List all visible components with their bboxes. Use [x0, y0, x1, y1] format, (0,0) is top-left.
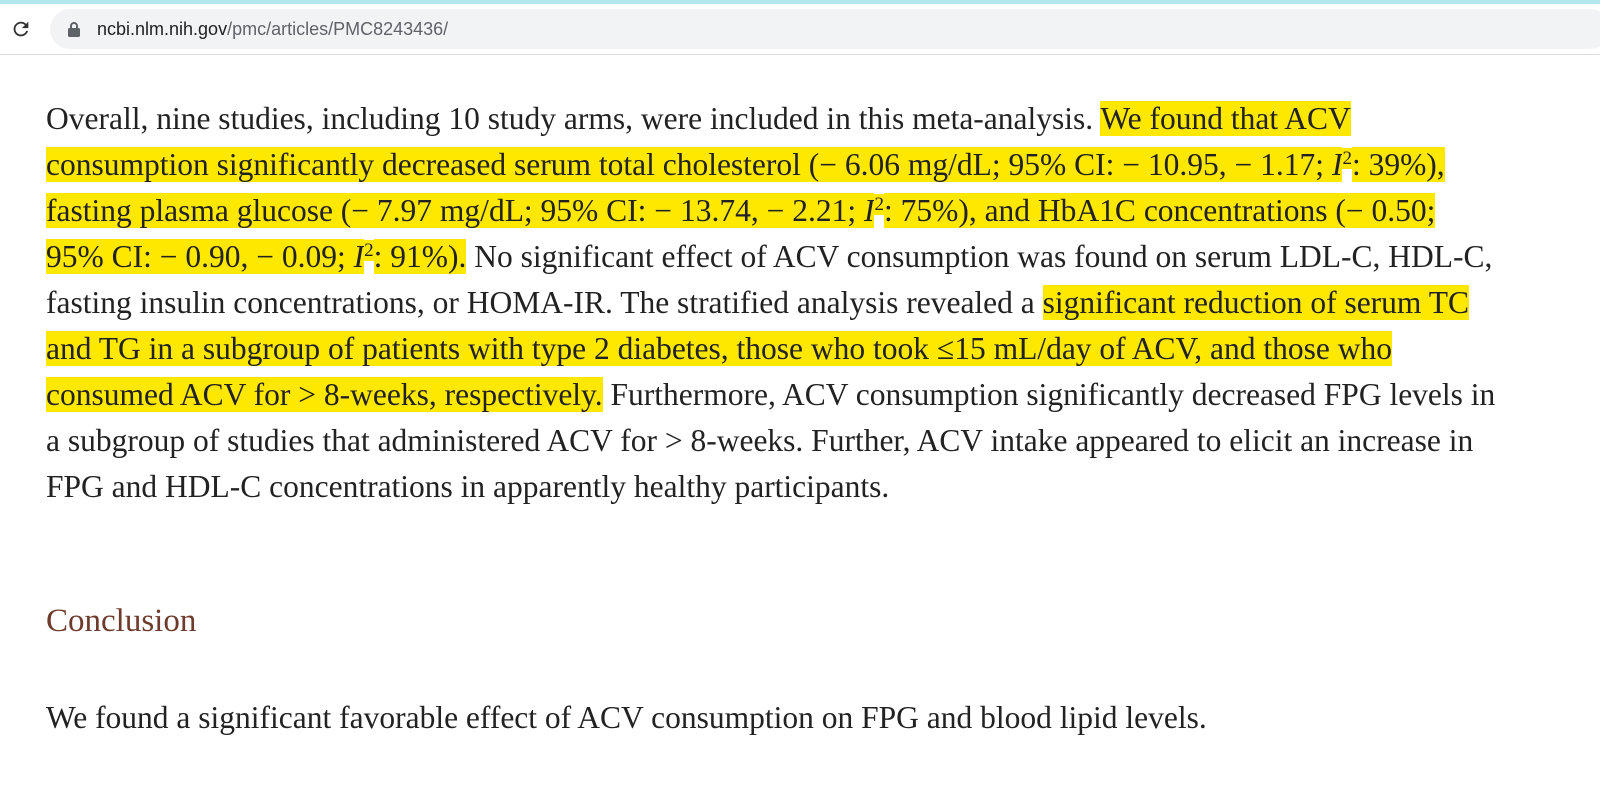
conclusion-text: We found a significant favorable effect …	[46, 700, 1207, 735]
text-segment: No significant effect of ACV consumption…	[46, 239, 1493, 320]
text-segment: Furthermore, ACV consumption significant…	[46, 377, 1496, 504]
highlighted-text: : 91%).	[373, 239, 467, 274]
url-host: ncbi.nlm.nih.gov	[97, 19, 228, 39]
lock-icon	[68, 22, 80, 37]
highlighted-text: 2	[364, 239, 374, 261]
tab-strip	[0, 0, 1600, 4]
highlighted-text: I	[1331, 147, 1343, 182]
url-field[interactable]: ncbi.nlm.nih.gov/pmc/articles/PMC8243436…	[50, 9, 1600, 49]
highlighted-text: I	[353, 239, 365, 274]
url: ncbi.nlm.nih.gov/pmc/articles/PMC8243436…	[97, 9, 448, 49]
text-segment: Overall, nine studies, including 10 stud…	[46, 101, 1101, 136]
section-heading: Conclusion	[46, 603, 197, 639]
highlighted-text: I	[863, 193, 875, 228]
highlighted-text: 2	[874, 193, 884, 215]
reload-button[interactable]	[10, 18, 32, 40]
address-bar: ncbi.nlm.nih.gov/pmc/articles/PMC8243436…	[0, 4, 1600, 55]
url-path: /pmc/articles/PMC8243436/	[227, 19, 449, 39]
highlighted-text: 2	[1342, 147, 1352, 169]
results-paragraph: Overall, nine studies, including 10 stud…	[46, 96, 1496, 510]
